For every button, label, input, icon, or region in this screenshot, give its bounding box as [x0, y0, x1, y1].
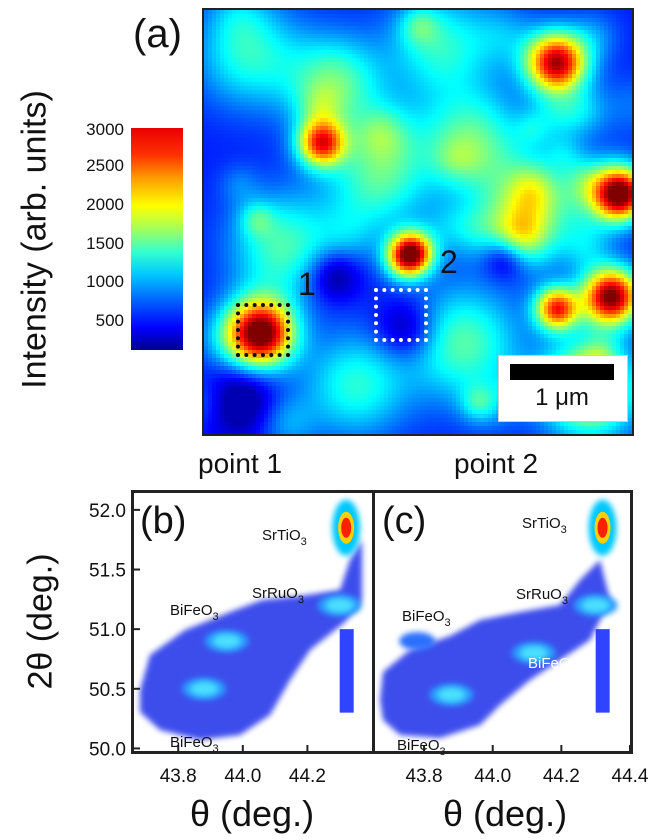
x-tick-label: 44.2 — [543, 766, 580, 787]
x-tick-label: 44.4 — [612, 766, 649, 787]
panel-b-map — [140, 499, 362, 740]
peak-mark — [519, 646, 548, 661]
panel-a-label: (a) — [133, 12, 182, 56]
point-1-label: 1 — [298, 266, 316, 302]
substrate-streak — [595, 629, 610, 713]
panel-b-x-axis-title: θ (deg.) — [190, 793, 315, 834]
peak-mark — [581, 598, 610, 613]
peak-mark — [341, 517, 352, 538]
peak-mark — [597, 517, 608, 538]
peak-label: SrRuO3 — [516, 586, 568, 607]
peak-label: SrRuO3 — [252, 585, 304, 606]
rsm-axes: 50.0 50.5 51.0 51.5 52.0 43.8 44.0 44.2 43.8 44.0… — [89, 501, 649, 787]
colorbar-tick: 500 — [95, 311, 124, 330]
colorbar-tick: 2500 — [86, 156, 124, 175]
x-tick-label: 43.8 — [406, 766, 443, 787]
y-tick-label: 51.5 — [89, 561, 126, 582]
colorbar-tick: 1500 — [86, 234, 124, 253]
y-tick-label: 51.0 — [89, 620, 126, 641]
panel-c-label: (c) — [382, 500, 427, 542]
peak-label: BiFeO3 — [170, 602, 219, 623]
point-2-label: 2 — [440, 244, 458, 280]
peak-label: SrTiO3 — [262, 527, 307, 548]
y-tick-label: 50.0 — [89, 739, 126, 760]
peak-mark — [190, 681, 219, 696]
peak-label: BiFeO3 — [170, 734, 219, 755]
x-tick-label: 44.2 — [289, 766, 326, 787]
panel-c-title: point 2 — [454, 448, 539, 479]
panel-b-title: point 1 — [198, 448, 283, 479]
peak-mark — [437, 687, 466, 702]
peak-label: SrTiO3 — [522, 515, 567, 536]
colorbar — [131, 128, 183, 350]
panel-c-map — [380, 499, 618, 738]
colorbar-tick: 2000 — [86, 195, 124, 214]
substrate-streak — [339, 629, 354, 713]
x-tick-label: 44.0 — [474, 766, 511, 787]
peak-mark — [212, 634, 241, 649]
x-tick-label: 43.8 — [160, 766, 197, 787]
point-1-marker — [236, 303, 290, 357]
panel-c-frame — [372, 490, 633, 754]
point-2-marker — [374, 288, 428, 342]
peak-label: BiFeO3 — [528, 655, 577, 676]
y-tick-label: 52.0 — [89, 501, 126, 522]
peak-label: BiFeO3 — [402, 608, 451, 629]
x-tick-label: 44.0 — [224, 766, 261, 787]
panel-c-x-axis-title: θ (deg.) — [443, 793, 568, 834]
scale-bar — [510, 364, 614, 380]
y-tick-label: 50.5 — [89, 680, 126, 701]
colorbar-tick: 3000 — [86, 120, 124, 139]
scale-bar-label: 1 μm — [535, 384, 589, 411]
panel-b-label: (b) — [140, 500, 187, 542]
rsm-y-axis-title: 2θ (deg.) — [21, 553, 60, 690]
peak-mark — [325, 598, 354, 613]
colorbar-tick: 1000 — [86, 272, 124, 291]
peak-mark — [399, 632, 436, 651]
